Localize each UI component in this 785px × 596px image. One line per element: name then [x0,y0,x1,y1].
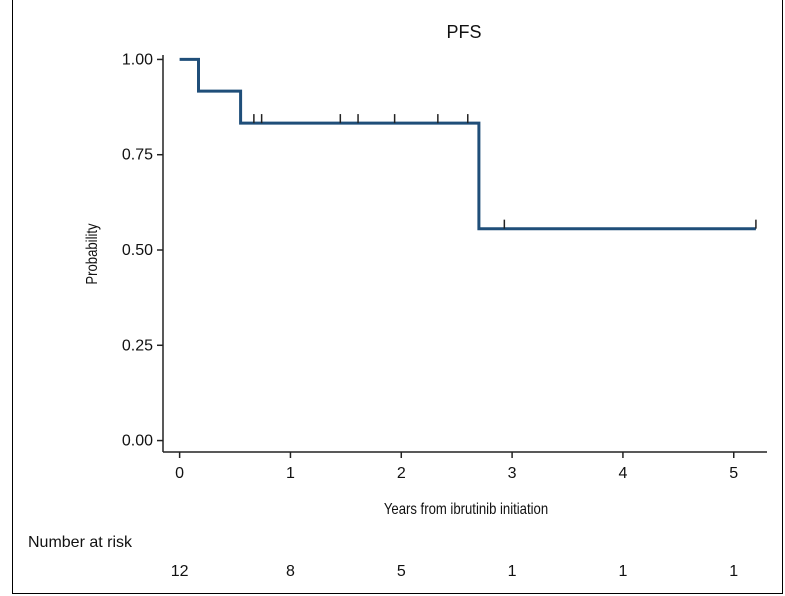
chart-title: PFS [446,22,481,42]
risk-count: 1 [508,563,517,580]
y-axis-label: Probability [84,223,101,285]
risk-count: 1 [618,563,627,580]
y-tick-label: 0.00 [122,433,153,450]
y-tick-label: 0.75 [122,147,153,164]
x-tick-label: 5 [729,465,738,482]
risk-table-row: 12 8 5 1 1 1 [171,563,739,580]
x-tick-label: 3 [508,465,517,482]
risk-table-label: Number at risk [28,534,133,551]
x-tick-label: 2 [397,465,406,482]
x-axis-label: Years from ibrutinib initiation [384,501,548,518]
x-tick-label: 0 [175,465,184,482]
risk-count: 1 [729,563,738,580]
y-tick-label: 0.25 [122,337,153,354]
plot-area [179,57,757,231]
y-tick-label: 1.00 [122,51,153,68]
risk-count: 12 [171,563,189,580]
y-tick-label: 0.50 [122,242,153,259]
survival-step-line [179,57,756,231]
figure-frame [12,0,783,594]
axes: 0.00 0.25 0.50 0.75 1.00 0 1 2 3 4 5 [122,51,767,482]
x-tick-label: 4 [618,465,627,482]
risk-count: 5 [397,563,406,580]
risk-count: 8 [286,563,295,580]
x-tick-label: 1 [286,465,295,482]
